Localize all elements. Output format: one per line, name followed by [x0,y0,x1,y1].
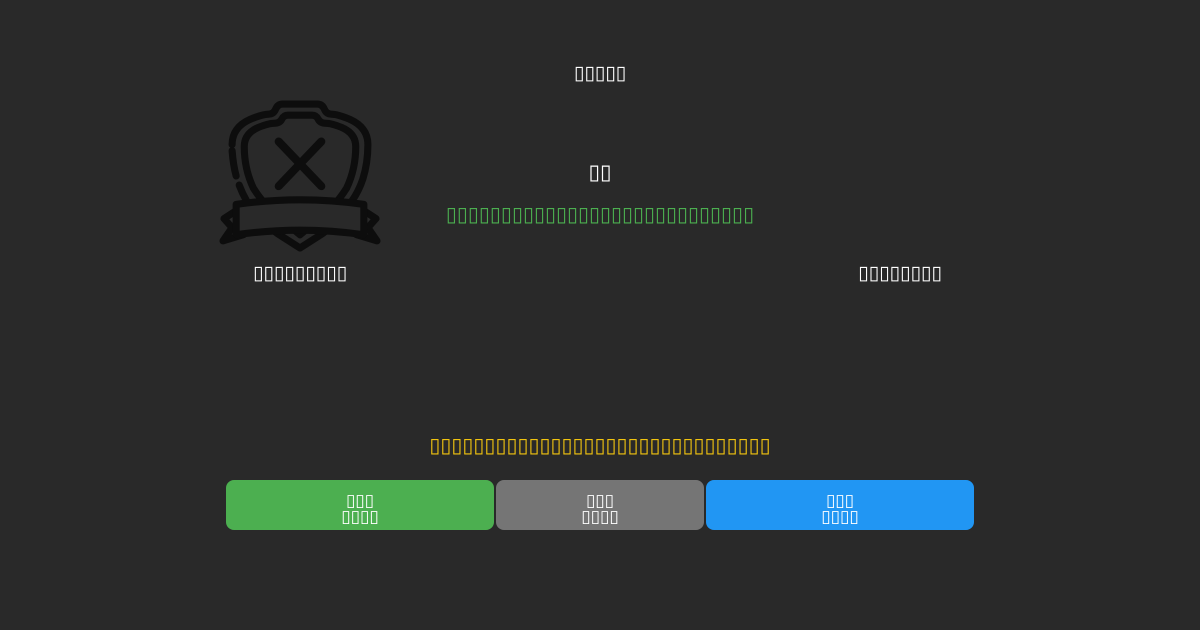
ribbon-band [232,196,368,239]
side-caption: ▯▯▯▯▯▯▯▯ [858,262,942,284]
page-title: ▯▯▯▯▯ [573,62,627,84]
button-label-line2: ▯▯▯▯ [821,506,859,527]
button-label-line1: ▯▯▯ [345,490,375,511]
blue-action-button[interactable]: ▯▯▯ ▯▯▯▯ [706,480,974,530]
notice-text: ▯▯▯▯▯▯▯▯▯▯▯▯▯▯▯▯▯▯▯▯▯▯▯▯▯▯▯▯▯▯▯ [429,433,771,457]
green-action-button[interactable]: ▯▯▯ ▯▯▯▯ [226,480,494,530]
button-label-line2: ▯▯▯▯ [341,506,379,527]
gray-action-button[interactable]: ▯▯▯ ▯▯▯▯ [496,480,704,530]
button-label-line2: ▯▯▯▯ [581,506,619,527]
x-mark-icon [274,137,326,191]
status-message: ▯▯▯▯▯▯▯▯▯▯▯▯▯▯▯▯▯▯▯▯▯▯▯▯▯▯▯▯ [445,202,755,226]
shield-outer-dash [228,147,240,180]
shield-x-banner-icon [219,100,381,252]
status-word: ▯▯ [588,160,612,184]
emblem-caption: ▯▯▯▯▯▯▯▯▯ [252,262,348,284]
shield-outer-dash [235,181,250,204]
button-label-line1: ▯▯▯ [825,490,855,511]
button-label-line1: ▯▯▯ [585,490,615,511]
action-button-row: ▯▯▯ ▯▯▯▯ ▯▯▯ ▯▯▯▯ ▯▯▯ ▯▯▯▯ [226,480,974,530]
shield-outer-outline [228,100,372,205]
